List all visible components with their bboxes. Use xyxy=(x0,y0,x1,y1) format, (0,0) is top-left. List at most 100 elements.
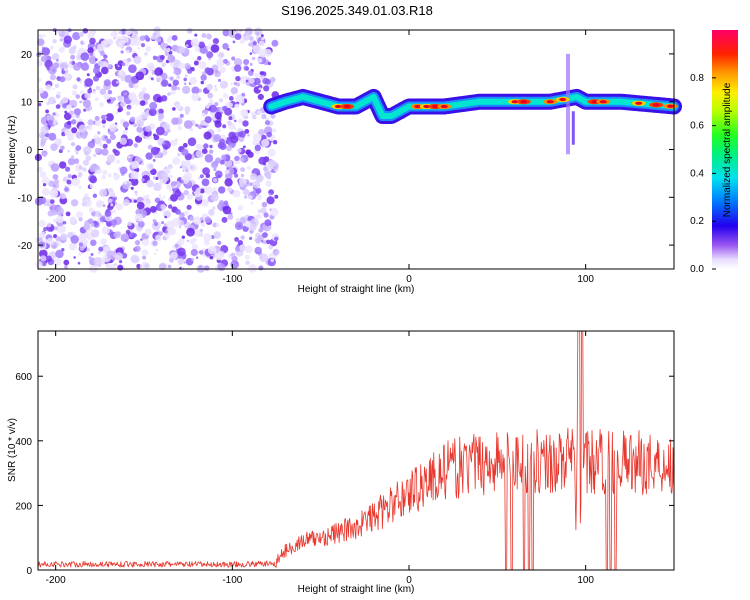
noise-blob xyxy=(38,87,44,94)
noise-blob xyxy=(247,133,250,137)
noise-blob xyxy=(171,35,178,41)
noise-blob xyxy=(62,194,67,199)
noise-blob xyxy=(89,175,97,184)
noise-blob xyxy=(58,46,65,53)
noise-blob xyxy=(160,204,167,210)
snr-x-tick-label: -200 xyxy=(46,575,66,586)
noise-blob xyxy=(87,47,94,54)
noise-blob xyxy=(52,62,60,69)
noise-blob xyxy=(201,33,207,38)
noise-blob xyxy=(87,125,93,131)
noise-blob xyxy=(204,116,212,124)
noise-blob xyxy=(240,157,245,162)
noise-blob xyxy=(101,114,106,120)
noise-blob xyxy=(240,173,245,178)
noise-blob xyxy=(139,125,142,128)
noise-blob xyxy=(193,60,199,66)
noise-blob xyxy=(107,90,113,95)
noise-blob xyxy=(214,102,219,107)
noise-blob xyxy=(158,108,164,115)
noise-blob xyxy=(194,33,198,37)
noise-blob xyxy=(89,52,94,56)
spectrogram-x-tick-label: 100 xyxy=(577,274,594,285)
noise-blob xyxy=(78,124,87,133)
noise-blob xyxy=(170,181,177,187)
noise-blob xyxy=(94,210,101,217)
noise-blob xyxy=(183,189,189,196)
noise-blob xyxy=(145,125,152,132)
noise-blob xyxy=(204,265,210,271)
noise-blob xyxy=(107,64,112,68)
snr-x-tick-label: 100 xyxy=(577,575,594,586)
spectrogram-x-axis-label: Height of straight line (km) xyxy=(298,284,415,295)
noise-blob xyxy=(70,199,79,207)
noise-blob xyxy=(167,264,172,269)
noise-blob xyxy=(71,127,78,134)
noise-blob xyxy=(162,140,171,150)
noise-blob xyxy=(179,62,186,69)
noise-blob xyxy=(173,59,181,67)
noise-blob xyxy=(148,108,157,117)
noise-blob xyxy=(79,100,82,104)
noise-blob xyxy=(98,246,104,252)
noise-blob xyxy=(187,68,193,74)
noise-blob xyxy=(47,119,54,125)
noise-blob xyxy=(216,58,225,67)
noise-blob xyxy=(201,112,207,118)
spectrogram-y-axis-label: Frequency (Hz) xyxy=(7,116,18,185)
noise-blob xyxy=(183,77,187,82)
noise-blob xyxy=(239,130,246,138)
noise-blob xyxy=(100,238,108,246)
noise-blob xyxy=(166,38,172,43)
noise-blob xyxy=(50,143,58,151)
noise-blob xyxy=(231,255,238,262)
noise-blob xyxy=(199,188,205,194)
noise-blob xyxy=(148,164,154,170)
noise-blob xyxy=(114,63,118,68)
noise-blob xyxy=(46,222,52,228)
noise-blob xyxy=(103,79,111,87)
noise-blob xyxy=(268,159,277,168)
colorbar-tick-label: 0.0 xyxy=(690,264,704,275)
noise-blob xyxy=(142,255,147,260)
noise-blob xyxy=(176,86,180,91)
noise-blob xyxy=(248,264,257,273)
snr-x-axis-label: Height of straight line (km) xyxy=(298,584,415,595)
noise-blob xyxy=(103,54,108,59)
noise-blob xyxy=(139,265,143,268)
noise-blob xyxy=(186,227,195,237)
noise-blob xyxy=(183,172,192,181)
noise-blob xyxy=(241,92,246,97)
noise-blob xyxy=(194,166,198,170)
noise-blob xyxy=(258,40,265,47)
noise-blob xyxy=(152,159,156,162)
noise-blob xyxy=(259,74,265,80)
colorbar-tick-label: 0.6 xyxy=(690,121,704,132)
noise-blob xyxy=(68,242,77,251)
noise-blob xyxy=(86,247,90,252)
noise-blob xyxy=(266,196,275,205)
noise-blob xyxy=(177,152,181,157)
noise-blob xyxy=(169,76,174,81)
noise-blob xyxy=(159,42,166,49)
noise-blob xyxy=(230,252,236,258)
noise-blob xyxy=(153,32,157,36)
noise-blob xyxy=(64,61,68,65)
noise-blob xyxy=(204,200,208,205)
noise-blob xyxy=(228,131,236,139)
noise-blob xyxy=(201,178,210,187)
noise-blob xyxy=(143,131,149,137)
snr-y-tick-label: 0 xyxy=(26,566,32,577)
noise-blob xyxy=(45,84,52,91)
snr-y-tick-label: 400 xyxy=(15,437,32,448)
noise-blob xyxy=(133,55,142,64)
noise-blob xyxy=(133,143,138,148)
noise-blob xyxy=(126,57,132,63)
ridge-peak-core xyxy=(511,100,519,104)
noise-blob xyxy=(190,38,200,48)
ridge-peak-core xyxy=(667,104,674,108)
noise-blob xyxy=(113,231,121,239)
noise-blob xyxy=(178,225,182,229)
noise-blob xyxy=(189,127,194,132)
